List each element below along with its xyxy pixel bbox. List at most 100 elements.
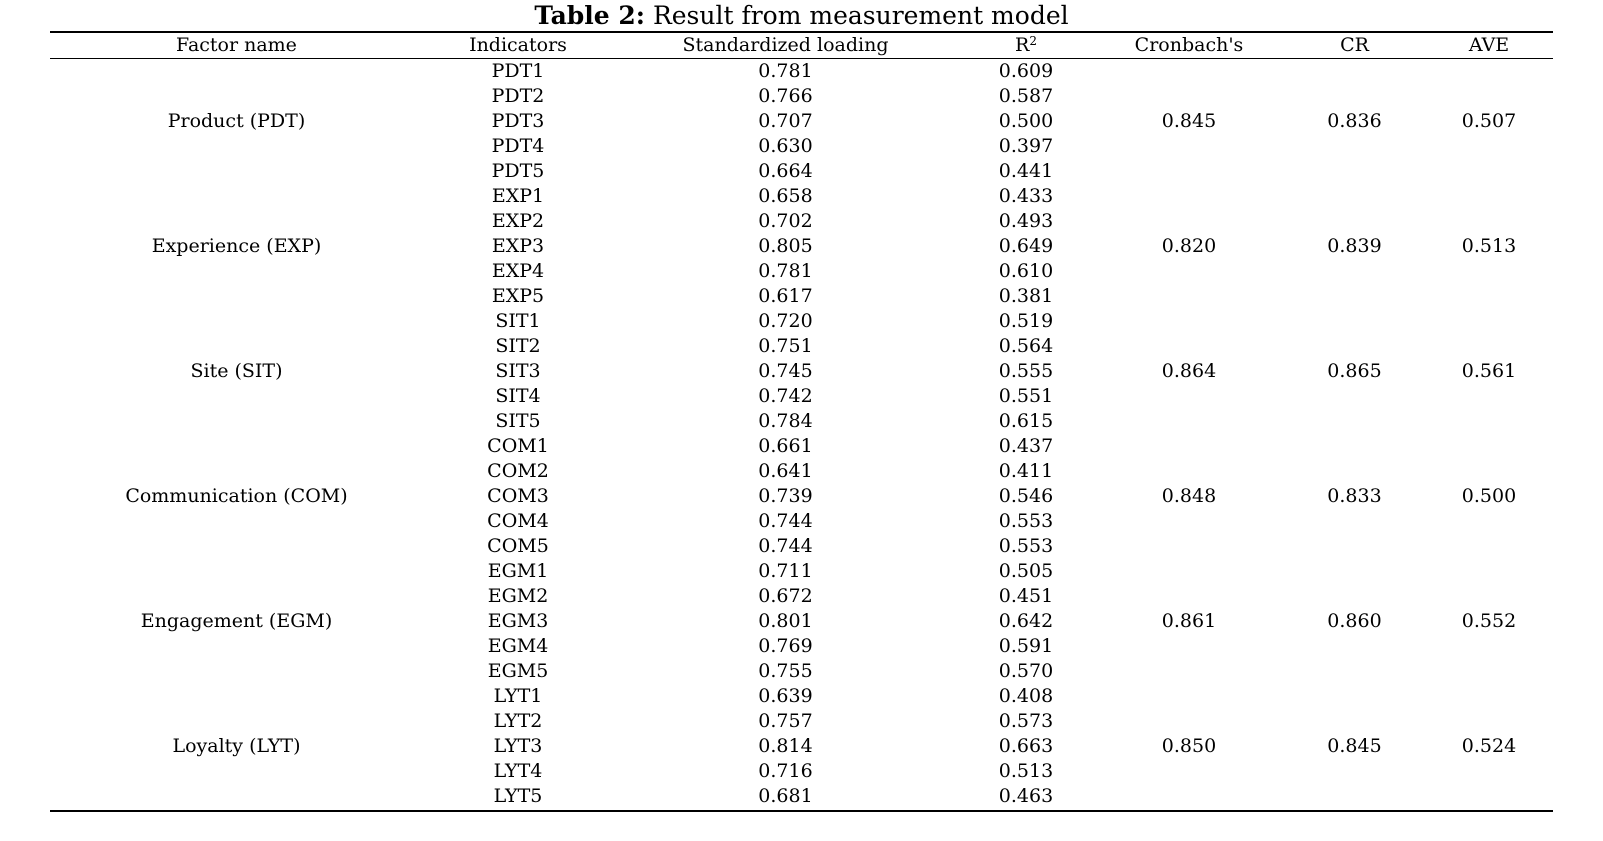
table-row: Site (SIT) SIT1 0.720 0.519 0.864 0.865 0.561 [50,309,1553,382]
table-row: COM3 0.739 0.546 [50,484,1553,509]
factor-name-cell: Experience (EXP) [151,235,322,257]
r-squared-cell: 0.564 [998,335,1054,357]
table-row: COM5 0.744 0.553 [50,534,1553,559]
cronbach-cell: 0.861 [1161,610,1217,632]
ave-cell: 0.552 [1461,610,1517,632]
table-row: LYT3 0.814 0.663 [50,734,1553,759]
indicator-cell: LYT2 [493,710,543,732]
loading-cell: 0.617 [758,285,813,307]
header-standardized-loading: Standardized loading [682,34,889,56]
indicator-cell: LYT3 [493,735,543,757]
loading-cell: 0.769 [758,635,813,657]
r-squared-cell: 0.408 [998,685,1054,707]
loading-cell: 0.755 [758,660,813,682]
r-squared-cell: 0.437 [998,435,1054,457]
indicator-cell: SIT5 [495,410,541,432]
r-squared-cell: 0.587 [998,85,1054,107]
factor-name-cell: Communication (COM) [125,485,348,507]
ave-cell: 0.561 [1461,360,1517,382]
loading-cell: 0.641 [758,460,813,482]
r-squared-cell: 0.397 [998,135,1054,157]
indicator-cell: LYT5 [493,785,543,807]
table-row: Engagement (EGM) EGM1 0.711 0.505 0.861 0.860… [50,559,1553,632]
r-squared-cell: 0.553 [998,535,1054,557]
cr-cell: 0.836 [1327,110,1382,132]
r-squared-cell: 0.610 [998,260,1054,282]
table-row: EGM4 0.769 0.591 [50,634,1553,659]
cronbach-cell: 0.820 [1161,235,1217,257]
loading-cell: 0.661 [758,435,813,457]
r-squared-cell: 0.505 [998,560,1054,582]
factor-name-cell: Site (SIT) [190,360,283,382]
loading-cell: 0.781 [758,60,813,82]
r-squared-cell: 0.500 [998,110,1054,132]
table-row: COM4 0.744 0.553 [50,509,1553,534]
loading-cell: 0.751 [758,335,813,357]
loading-cell: 0.702 [758,210,813,232]
indicator-cell: COM5 [487,535,549,557]
header-r-squared-sup: 2 [1029,34,1037,48]
r-squared-cell: 0.591 [998,635,1054,657]
cr-cell: 0.833 [1327,485,1382,507]
r-squared-cell: 0.663 [998,735,1054,757]
r-squared-cell: 0.555 [998,360,1054,382]
table-row: Experience (EXP) EXP1 0.658 0.433 0.820 0.839… [50,184,1553,257]
r-squared-cell: 0.551 [998,385,1054,407]
indicator-cell: EGM4 [487,635,549,657]
indicator-cell: PDT3 [491,110,545,132]
table-row: EXP5 0.617 0.381 [50,284,1553,309]
cr-cell: 0.845 [1327,735,1382,757]
header-row: Factor name Indicators Standardized load… [50,33,1553,58]
loading-cell: 0.766 [758,85,813,107]
table-row: EXP2 0.702 0.493 [50,209,1553,234]
loading-cell: 0.707 [758,110,813,132]
table-row: EGM5 0.755 0.570 [50,659,1553,684]
header-cronbach: Cronbach's [1134,34,1244,56]
table-row: SIT2 0.751 0.564 [50,334,1553,359]
indicator-cell: SIT2 [495,335,541,357]
r-squared-cell: 0.381 [998,285,1054,307]
factor-name-cell: Loyalty (LYT) [172,735,301,757]
r-squared-cell: 0.451 [998,585,1054,607]
loading-cell: 0.664 [758,160,813,182]
header-cr: CR [1340,34,1369,56]
indicator-cell: PDT5 [491,160,545,182]
header-rule [50,58,1553,59]
r-squared-cell: 0.513 [998,760,1054,782]
indicator-cell: SIT4 [495,385,541,407]
loading-cell: 0.672 [758,585,813,607]
loading-cell: 0.805 [758,235,813,257]
loading-cell: 0.781 [758,260,813,282]
indicator-cell: EGM1 [487,560,549,582]
r-squared-cell: 0.411 [998,460,1054,482]
loading-cell: 0.801 [758,610,813,632]
indicator-cell: EGM2 [487,585,549,607]
indicator-cell: EXP3 [491,235,545,257]
table-row: PDT3 0.707 0.500 [50,109,1553,134]
ave-cell: 0.513 [1461,235,1517,257]
loading-cell: 0.814 [758,735,813,757]
table-row: EGM2 0.672 0.451 [50,584,1553,609]
header-factor-name: Factor name [176,34,297,56]
r-squared-cell: 0.642 [998,610,1054,632]
indicator-cell: EGM5 [487,660,549,682]
indicator-cell: EXP5 [491,285,545,307]
factor-name-cell: Engagement (EGM) [140,610,333,632]
loading-cell: 0.757 [758,710,813,732]
cronbach-cell: 0.848 [1161,485,1217,507]
ave-cell: 0.500 [1461,485,1517,507]
table-row: SIT3 0.745 0.555 [50,359,1553,384]
indicator-cell: SIT1 [495,310,541,332]
indicator-cell: LYT4 [493,760,543,782]
indicator-cell: COM3 [487,485,549,507]
table-caption: Table 2: Result from measurement model [0,0,1603,32]
r-squared-cell: 0.615 [998,410,1054,432]
loading-cell: 0.784 [758,410,813,432]
r-squared-cell: 0.493 [998,210,1054,232]
table-caption-label: Table 2: [534,1,645,30]
table-row: PDT2 0.766 0.587 [50,84,1553,109]
measurement-model-table: Factor name Indicators Standardized load… [50,33,1553,809]
table-row: SIT5 0.784 0.615 [50,409,1553,434]
indicator-cell: EGM3 [487,610,549,632]
r-squared-cell: 0.433 [998,185,1054,207]
